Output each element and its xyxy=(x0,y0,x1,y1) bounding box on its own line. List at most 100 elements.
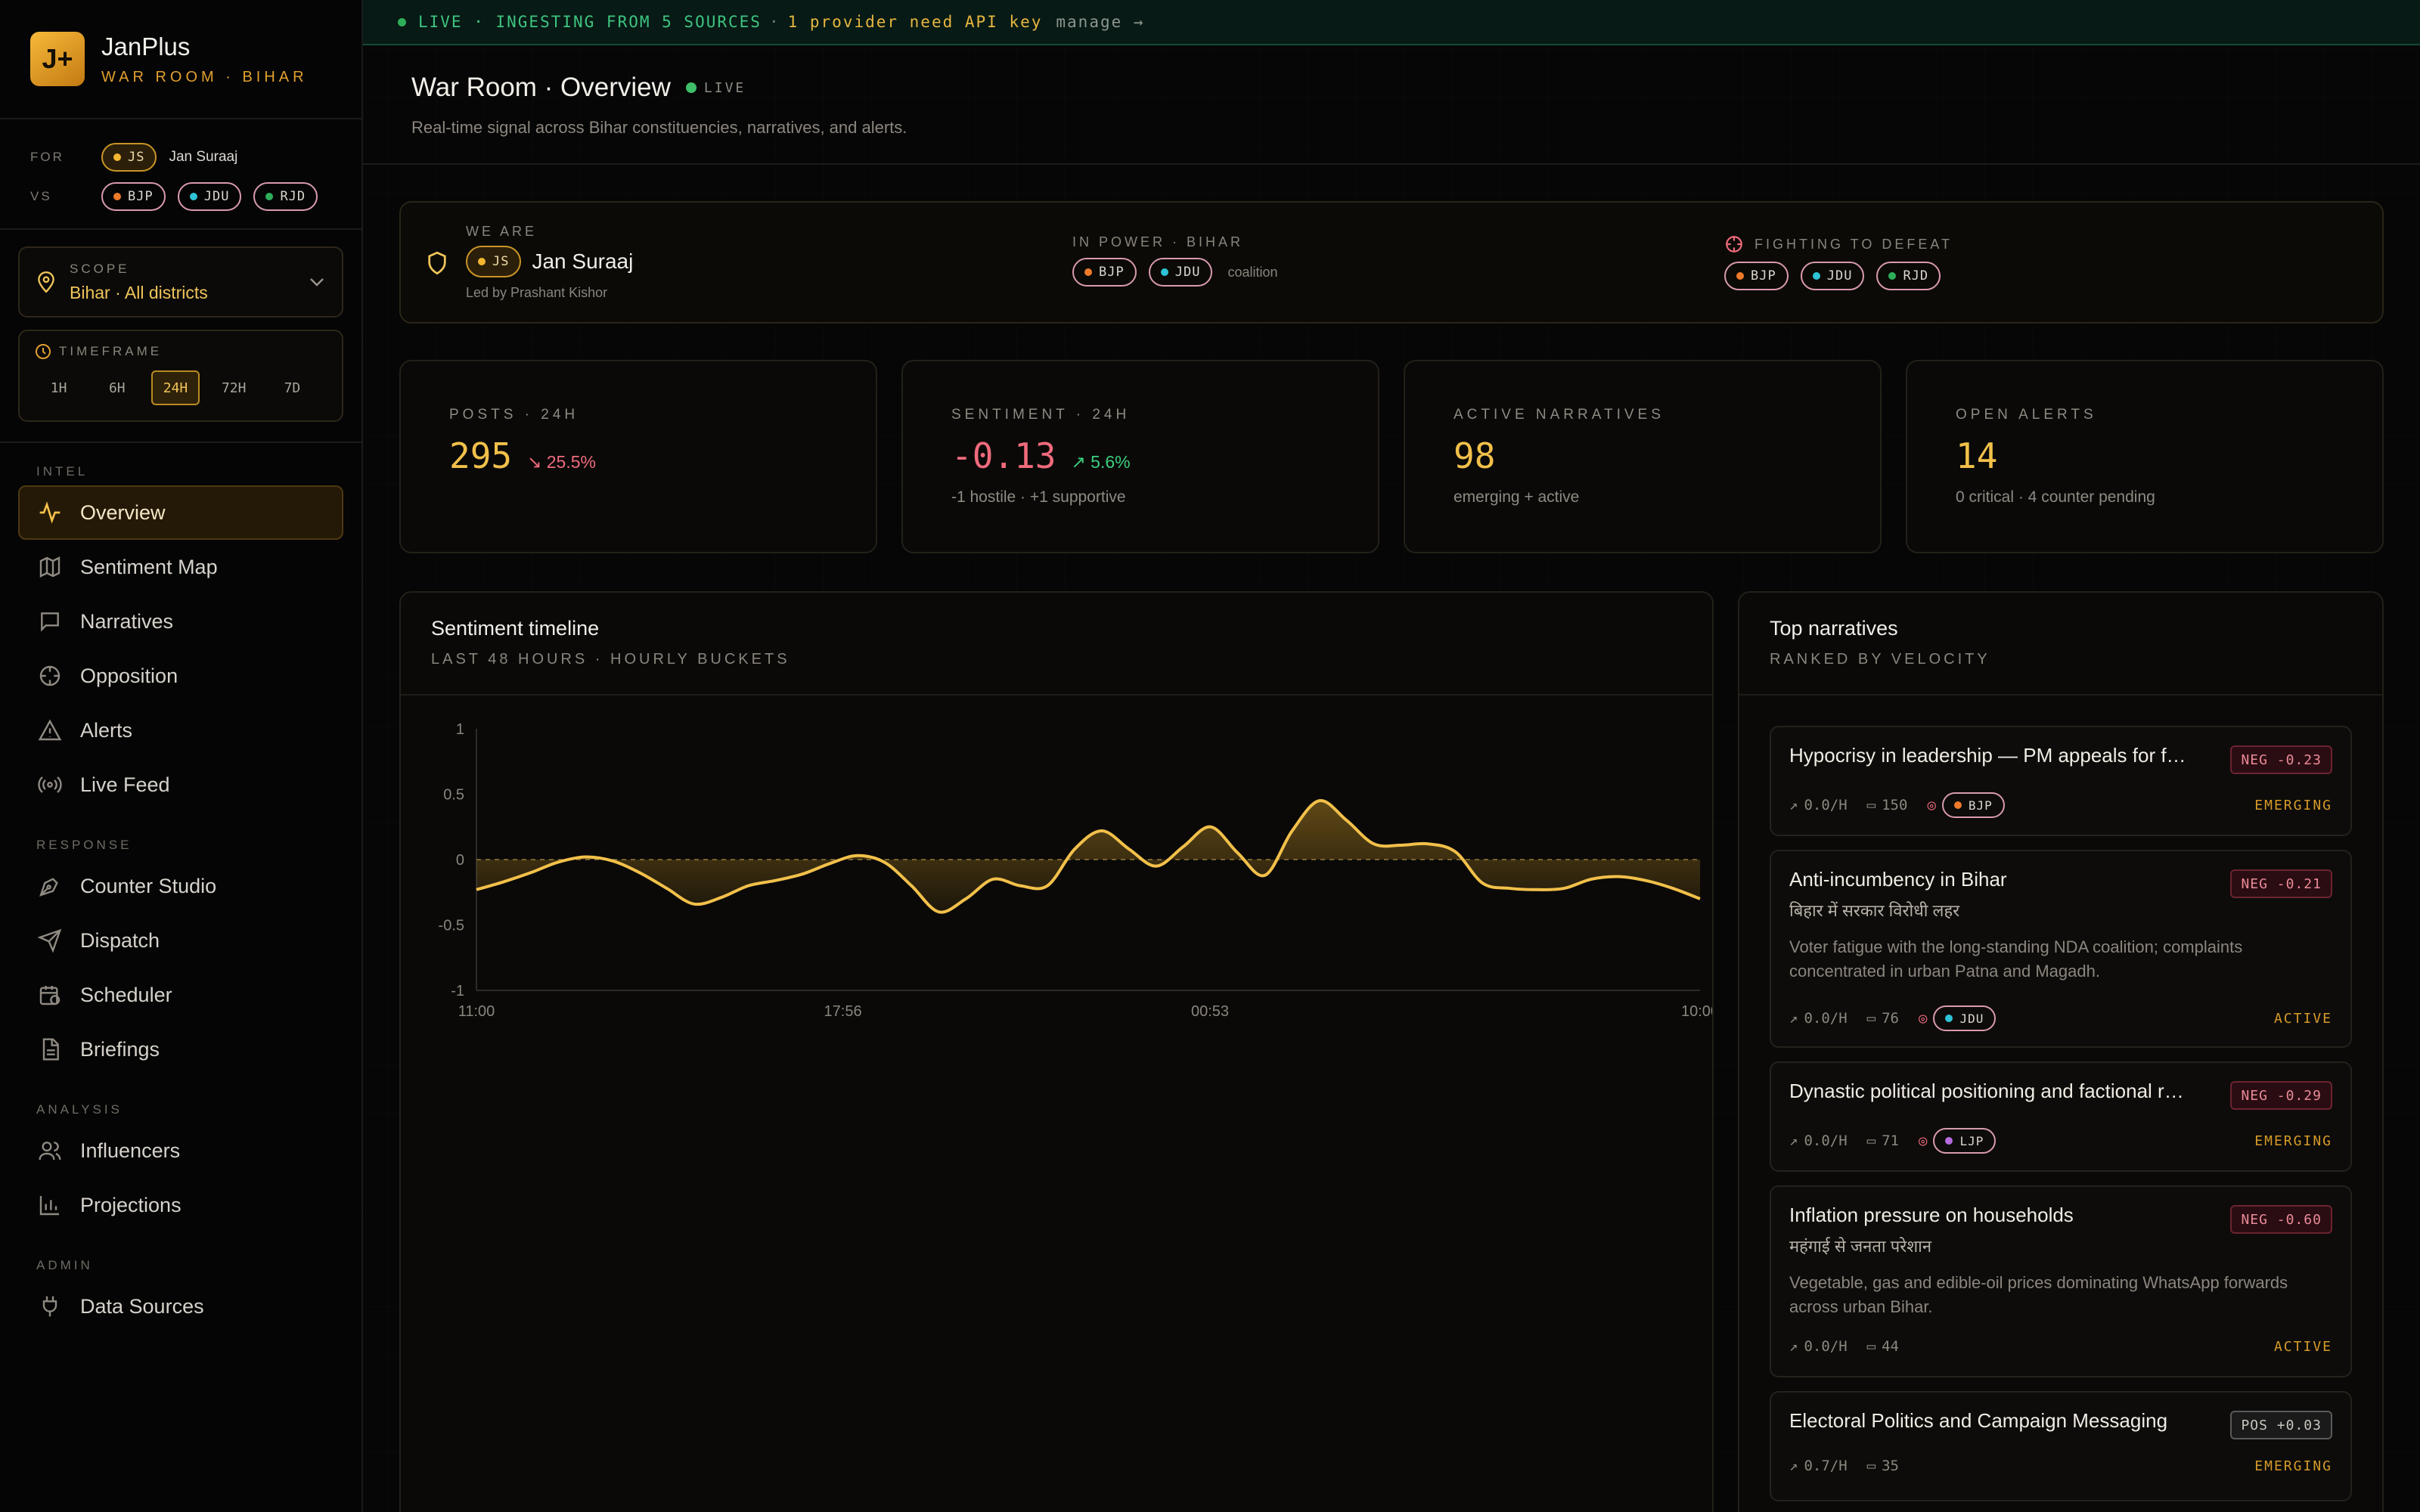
narrative-card[interactable]: Electoral Politics and Campaign Messagin… xyxy=(1770,1391,2352,1501)
brand[interactable]: J+ JanPlus WAR ROOM · BIHAR xyxy=(0,0,361,119)
vs-party-pill-jdu[interactable]: JDU xyxy=(177,182,242,211)
opponent-pill-rjd[interactable]: RJD xyxy=(1876,262,1941,290)
comment-icon: ▭ xyxy=(1866,1010,1876,1027)
narrative-card[interactable]: Dynastic political positioning and facti… xyxy=(1770,1061,2352,1172)
manage-link[interactable]: manage → xyxy=(1056,13,1145,31)
y-tick-label: 0.5 xyxy=(443,787,464,804)
party-code: JDU xyxy=(1959,1011,1984,1026)
narrative-card[interactable]: Anti-incumbency in Bihar NEG -0.21 बिहार… xyxy=(1770,850,2352,1048)
narrative-hindi-title: महंगाई से जनता परेशान xyxy=(1789,1237,1932,1256)
in-power-party-code: BJP xyxy=(1099,265,1125,280)
vs-party-pill-bjp[interactable]: BJP xyxy=(101,182,166,211)
in-power-pill-jdu[interactable]: JDU xyxy=(1148,258,1213,287)
narrative-title: Inflation pressure on households xyxy=(1789,1204,2074,1226)
timeframe-72h[interactable]: 72H xyxy=(221,380,247,396)
app-logo: J+ xyxy=(30,32,85,86)
stat-value: 295 xyxy=(449,435,513,476)
timeframe-24h[interactable]: 24H xyxy=(151,370,200,405)
narrative-meta: ↗ 0.0/H ▭ 44 ACTIVE xyxy=(1789,1338,2332,1355)
x-tick-label: 11:00 xyxy=(458,1003,495,1020)
plug-icon xyxy=(36,1293,64,1320)
bar-chart-icon xyxy=(36,1191,64,1219)
map-icon xyxy=(36,553,64,581)
stat-card-active-narratives[interactable]: ACTIVE NARRATIVES 98 emerging + active xyxy=(1404,360,1882,553)
own-party-pill[interactable]: JS xyxy=(466,246,522,277)
page-title: War Room · Overview xyxy=(411,73,671,102)
party-dot xyxy=(1736,272,1744,280)
party-pill[interactable]: JDU xyxy=(1933,1005,1996,1031)
sentiment-chart: 1 0.5 0 -0.5 -1 11:00 17:56 00:53 10:00 xyxy=(439,721,1712,1020)
narrative-card[interactable]: Inflation pressure on households NEG -0.… xyxy=(1770,1185,2352,1377)
shield-icon xyxy=(427,251,448,275)
panel-title: Top narratives xyxy=(1770,617,1898,640)
stat-card-open-alerts[interactable]: OPEN ALERTS 14 0 critical · 4 counter pe… xyxy=(1906,360,2384,553)
calendar-clock-icon xyxy=(36,981,64,1009)
sidebar-item-opposition[interactable]: Opposition xyxy=(18,649,343,703)
sidebar-item-projections[interactable]: Projections xyxy=(18,1178,343,1232)
for-label: FOR xyxy=(30,150,64,164)
opponent-party-code: BJP xyxy=(1751,268,1776,284)
party-dot xyxy=(1160,268,1168,276)
sidebar-item-briefings[interactable]: Briefings xyxy=(18,1022,343,1077)
trending-up-icon: ↗ xyxy=(1789,1458,1798,1474)
pen-tool-icon xyxy=(36,872,64,900)
trending-up-icon: ↗ xyxy=(1789,1010,1798,1027)
stat-delta-value: 25.5% xyxy=(546,452,596,472)
comment-count: 44 xyxy=(1882,1338,1899,1355)
timeframe-7d[interactable]: 7D xyxy=(284,380,301,396)
panel-title: Sentiment timeline xyxy=(431,617,600,640)
live-indicator: LIVE xyxy=(685,80,746,96)
crosshair-icon xyxy=(36,662,64,689)
stat-card-posts[interactable]: POSTS · 24H 295 ↘ 25.5% xyxy=(399,360,877,553)
send-icon xyxy=(36,927,64,954)
message-square-icon xyxy=(36,608,64,635)
party-dot xyxy=(1953,801,1962,809)
comment-icon: ▭ xyxy=(1866,1132,1876,1149)
panel-subtitle: LAST 48 HOURS · HOURLY BUCKETS xyxy=(431,651,790,668)
velocity: 0.0/H xyxy=(1804,1338,1848,1355)
narrative-card[interactable]: Hypocrisy in leadership — PM appeals for… xyxy=(1770,726,2352,836)
nav-section-analysis: ANALYSIS xyxy=(36,1102,123,1117)
timeframe-6h[interactable]: 6H xyxy=(108,380,126,396)
sidebar-item-dispatch[interactable]: Dispatch xyxy=(18,913,343,968)
sidebar-item-overview[interactable]: Overview xyxy=(18,485,343,540)
party-pill[interactable]: BJP xyxy=(1941,792,2005,818)
sidebar-item-label: Live Feed xyxy=(80,773,170,796)
live-dot-icon xyxy=(398,17,406,26)
in-power-pill-bjp[interactable]: BJP xyxy=(1072,258,1137,287)
sidebar-item-scheduler[interactable]: Scheduler xyxy=(18,968,343,1022)
activity-icon xyxy=(36,499,64,526)
sidebar-item-data-sources[interactable]: Data Sources xyxy=(18,1279,343,1334)
ingest-status-bar: LIVE · INGESTING FROM 5 SOURCES · 1 prov… xyxy=(363,0,2420,45)
sidebar-item-counter-studio[interactable]: Counter Studio xyxy=(18,859,343,913)
in-power-label: IN POWER · BIHAR xyxy=(1072,234,1244,249)
api-key-warning: 1 provider need API key xyxy=(787,13,1043,31)
sentiment-tag: NEG -0.23 xyxy=(2230,745,2332,774)
sidebar-item-live-feed[interactable]: Live Feed xyxy=(18,758,343,812)
sidebar-item-alerts[interactable]: Alerts xyxy=(18,703,343,758)
main-content: LIVE · INGESTING FROM 5 SOURCES · 1 prov… xyxy=(363,0,2420,1512)
timeframe-1h[interactable]: 1H xyxy=(50,380,67,396)
y-tick-label: -0.5 xyxy=(439,918,464,934)
party-pill[interactable]: LJP xyxy=(1933,1128,1996,1154)
trending-up-icon: ↗ xyxy=(1071,452,1086,472)
narrative-meta: ↗ 0.7/H ▭ 35 EMERGING xyxy=(1789,1458,2332,1474)
vs-party-pill-rjd[interactable]: RJD xyxy=(253,182,318,211)
scope-selector[interactable]: SCOPE Bihar · All districts xyxy=(18,246,343,318)
stat-delta: ↘ 25.5% xyxy=(527,452,596,472)
opponent-pill-jdu[interactable]: JDU xyxy=(1800,262,1865,290)
nav-section-response: RESPONSE xyxy=(36,838,132,852)
sidebar-item-label: Briefings xyxy=(80,1037,160,1061)
sidebar-item-sentiment-map[interactable]: Sentiment Map xyxy=(18,540,343,594)
for-party-pill[interactable]: JS xyxy=(101,143,157,172)
opponent-pill-bjp[interactable]: BJP xyxy=(1724,262,1789,290)
sidebar-item-narratives[interactable]: Narratives xyxy=(18,594,343,649)
own-party-name: Jan Suraaj xyxy=(532,249,634,273)
narrative-meta: ↗ 0.0/H ▭ 150 ◎ BJP EMERGING xyxy=(1789,792,2332,818)
comment-count: 35 xyxy=(1882,1458,1899,1474)
sentiment-area xyxy=(476,800,1700,912)
sidebar-item-influencers[interactable]: Influencers xyxy=(18,1123,343,1178)
sidebar-item-label: Opposition xyxy=(80,664,178,687)
timeframe-panel: TIMEFRAME 1H 6H 24H 72H 7D xyxy=(18,330,343,422)
stat-card-sentiment[interactable]: SENTIMENT · 24H -0.13 ↗ 5.6% -1 hostile … xyxy=(901,360,1379,553)
